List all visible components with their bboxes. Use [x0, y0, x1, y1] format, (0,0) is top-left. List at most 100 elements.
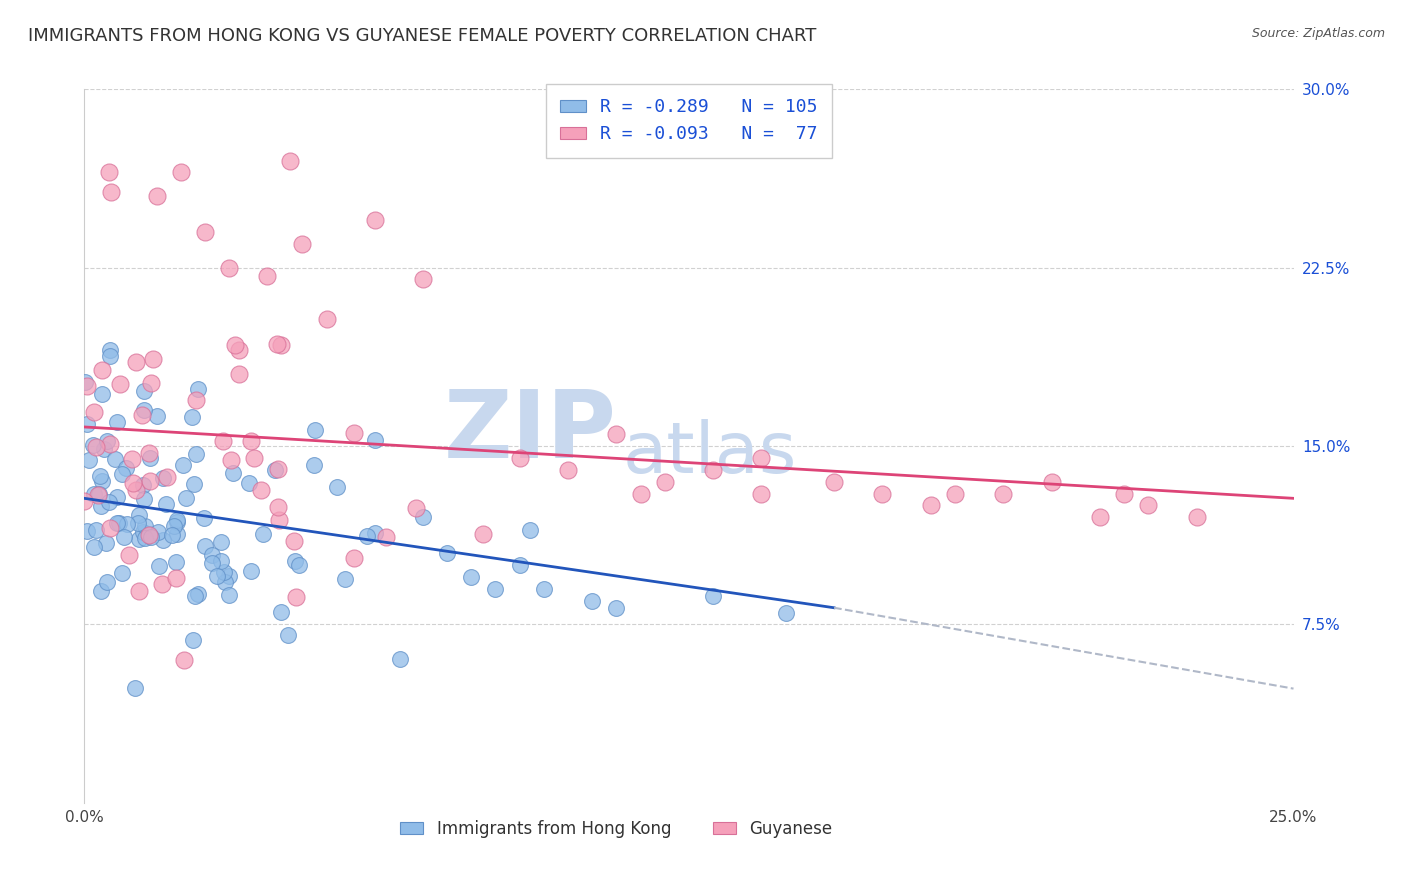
Point [98, 349, 121, 363]
Point [302, 458, 325, 472]
Point [83, 541, 105, 555]
Point [356, 529, 378, 543]
Point [73, 493, 96, 508]
Point [128, 532, 150, 546]
Point [146, 524, 169, 539]
Point [89, 468, 111, 483]
Point [186, 447, 208, 461]
Point [412, 510, 434, 524]
Point [152, 533, 174, 548]
Text: Source: ZipAtlas.com: Source: ZipAtlas.com [1251, 27, 1385, 40]
Point [82, 438, 104, 452]
Point [128, 583, 150, 598]
Point [228, 367, 250, 381]
Point [186, 392, 208, 407]
Point [201, 548, 224, 562]
Point [823, 475, 845, 489]
Point [93, 442, 115, 456]
Point [239, 564, 262, 578]
Point [702, 589, 724, 603]
Point [94, 536, 117, 550]
Point [139, 451, 162, 466]
Point [363, 213, 385, 227]
Point [160, 527, 183, 541]
Point [1185, 510, 1208, 524]
Point [152, 471, 174, 485]
Point [605, 427, 627, 442]
Point [654, 475, 676, 489]
Point [266, 337, 288, 351]
Point [181, 409, 204, 424]
Point [242, 451, 264, 466]
Point [184, 589, 207, 603]
Point [484, 582, 506, 596]
Point [138, 527, 160, 541]
Point [134, 384, 156, 398]
Point [98, 521, 121, 535]
Point [214, 574, 236, 589]
Point [436, 546, 458, 560]
Point [751, 450, 773, 465]
Point [76, 524, 98, 538]
Point [267, 513, 290, 527]
Text: atlas: atlas [623, 418, 797, 488]
Point [125, 483, 148, 497]
Point [291, 236, 314, 251]
Point [173, 653, 195, 667]
Point [1137, 499, 1160, 513]
Point [125, 355, 148, 369]
Point [224, 338, 246, 352]
Point [277, 628, 299, 642]
Point [91, 474, 114, 488]
Point [97, 494, 120, 508]
Point [388, 652, 411, 666]
Point [84, 440, 107, 454]
Point [364, 433, 387, 447]
Point [775, 606, 797, 620]
Point [77, 452, 100, 467]
Point [364, 526, 387, 541]
Point [471, 527, 494, 541]
Point [187, 382, 209, 396]
Point [134, 518, 156, 533]
Point [121, 451, 143, 466]
Point [252, 527, 274, 541]
Text: IMMIGRANTS FROM HONG KONG VS GUYANESE FEMALE POVERTY CORRELATION CHART: IMMIGRANTS FROM HONG KONG VS GUYANESE FE… [28, 27, 817, 45]
Point [218, 569, 240, 583]
Point [284, 554, 307, 568]
Point [209, 553, 232, 567]
Point [172, 458, 194, 472]
Point [141, 376, 163, 390]
Point [183, 477, 205, 491]
Point [139, 529, 162, 543]
Point [163, 518, 186, 533]
Point [76, 378, 98, 392]
Point [1040, 475, 1063, 489]
Point [131, 408, 153, 422]
Point [142, 351, 165, 366]
Point [343, 426, 366, 441]
Point [218, 588, 240, 602]
Point [533, 582, 555, 596]
Point [132, 491, 155, 506]
Point [1088, 510, 1111, 524]
Point [266, 462, 288, 476]
Point [124, 681, 146, 695]
Point [98, 436, 121, 450]
Point [104, 452, 127, 467]
Point [148, 558, 170, 573]
Point [605, 600, 627, 615]
Point [256, 269, 278, 284]
Point [121, 476, 143, 491]
Point [150, 577, 173, 591]
Point [509, 450, 531, 465]
Point [165, 555, 187, 569]
Point [115, 516, 138, 531]
Point [132, 403, 155, 417]
Point [132, 478, 155, 492]
Point [201, 556, 224, 570]
Point [105, 516, 128, 530]
Point [270, 338, 292, 352]
Point [128, 508, 150, 522]
Point [165, 571, 187, 585]
